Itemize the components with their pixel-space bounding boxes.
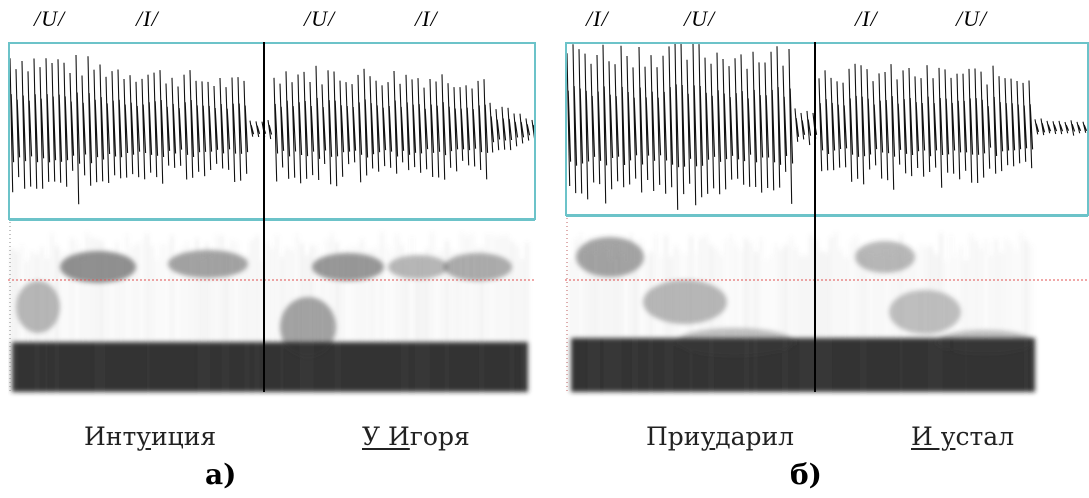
spectrogram-a [8, 232, 536, 392]
phoneme-label-a3: /U/ [304, 6, 336, 31]
word-b1: Приударил [646, 422, 795, 451]
waveform-a [9, 54, 536, 205]
panel-a-display [8, 42, 536, 400]
phoneme-label-b4: /U/ [956, 6, 988, 31]
word-a2: У Игоря [362, 422, 470, 451]
phoneme-label-a2: /I/ [136, 6, 159, 31]
caption-a: а) [205, 458, 237, 491]
phoneme-label-b1: /I/ [586, 6, 609, 31]
spectrogram-b [565, 232, 1089, 392]
panel-b-display [565, 42, 1089, 400]
waveform-b [566, 42, 1088, 210]
word-b2: И устал [911, 422, 1015, 451]
phoneme-label-b3: /I/ [855, 6, 878, 31]
phoneme-label-a4: /I/ [415, 6, 438, 31]
caption-b: б) [790, 458, 822, 491]
word-a1: Интуиция [84, 422, 217, 451]
phoneme-label-a1: /U/ [34, 6, 66, 31]
phoneme-label-b2: /U/ [684, 6, 716, 31]
